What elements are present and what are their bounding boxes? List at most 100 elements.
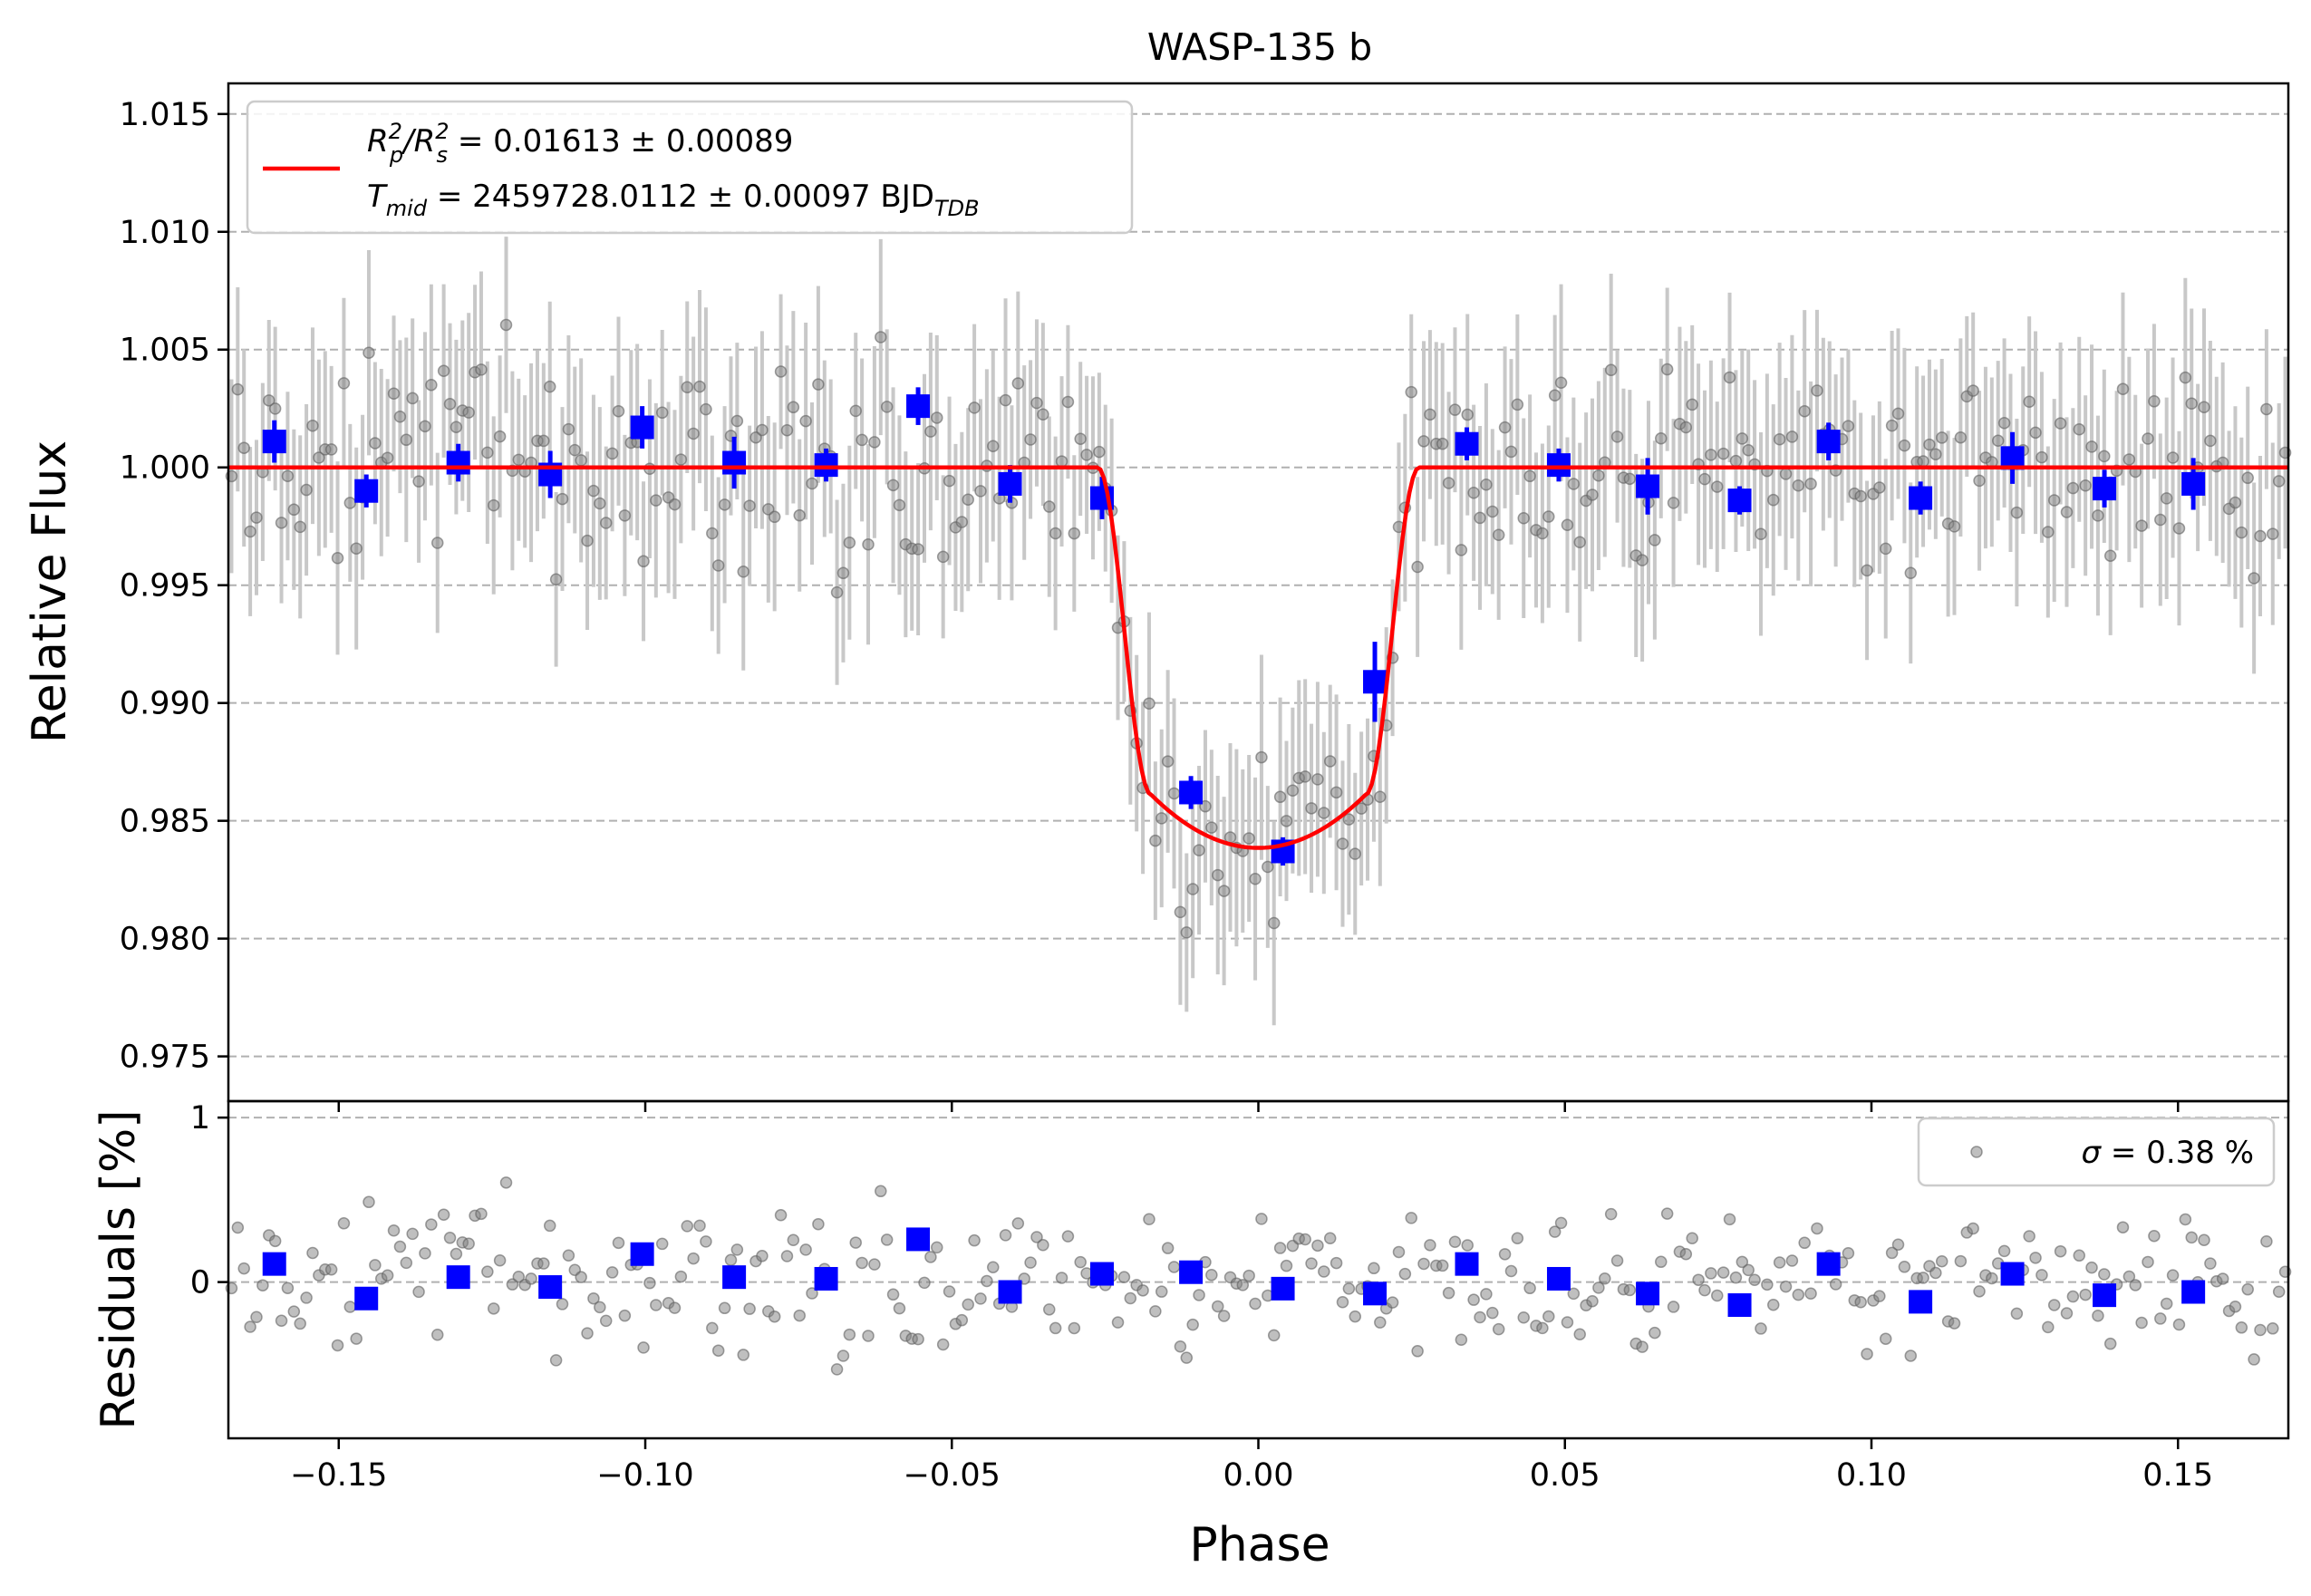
residual-point xyxy=(1948,1317,1961,1330)
raw-point xyxy=(999,393,1012,407)
residual-point xyxy=(1436,1259,1449,1272)
residual-point xyxy=(856,1256,868,1270)
binned-residual-point xyxy=(2093,1283,2117,1308)
raw-point xyxy=(2103,549,2117,562)
raw-point xyxy=(674,453,688,466)
raw-point xyxy=(1411,560,1424,574)
residual-point xyxy=(2142,1255,2154,1269)
residual-point xyxy=(599,1314,613,1328)
residual-point xyxy=(987,1261,1000,1273)
raw-point xyxy=(1923,438,1936,451)
raw-point xyxy=(1842,420,1855,432)
residual-point xyxy=(1698,1283,1711,1297)
residual-point xyxy=(618,1309,632,1322)
raw-point xyxy=(1511,398,1524,411)
residual-point xyxy=(1030,1231,1043,1243)
raw-point xyxy=(618,509,632,522)
residual-point xyxy=(556,1298,569,1311)
raw-point xyxy=(1729,454,1743,468)
residual-point xyxy=(1273,1242,1287,1254)
residual-point xyxy=(1660,1207,1674,1220)
residual-point xyxy=(1811,1222,1823,1235)
residual-point xyxy=(587,1291,600,1305)
residual-point xyxy=(843,1328,856,1341)
raw-point xyxy=(2204,434,2217,448)
raw-point xyxy=(1480,478,1493,491)
top-plot-frame xyxy=(227,82,2290,1103)
binned-residual-point xyxy=(1546,1266,1571,1291)
residual-point xyxy=(1474,1311,1486,1324)
residual-point xyxy=(1467,1293,1480,1306)
residual-point xyxy=(2267,1322,2279,1335)
residual-point xyxy=(1417,1257,1430,1271)
raw-point xyxy=(1879,542,1892,556)
residual-point xyxy=(1174,1340,1187,1353)
raw-point xyxy=(1873,481,1886,494)
residual-point xyxy=(1217,1310,1231,1322)
raw-point xyxy=(1043,500,1056,513)
raw-point xyxy=(1667,497,1680,509)
binned-residual-point xyxy=(1909,1290,1933,1314)
binned-point xyxy=(1816,430,1841,454)
residual-point xyxy=(700,1235,712,1248)
y-axis-label-residuals: Residuals [%] xyxy=(92,1109,146,1429)
raw-point xyxy=(2085,440,2098,453)
raw-point xyxy=(2235,526,2248,539)
raw-point xyxy=(1299,770,1311,783)
raw-point xyxy=(1948,520,1961,533)
residual-point xyxy=(1692,1273,1705,1286)
raw-point xyxy=(2054,417,2067,430)
raw-point xyxy=(512,453,526,467)
raw-point xyxy=(1891,407,1905,421)
residual-point xyxy=(1049,1321,1062,1335)
raw-point xyxy=(549,573,563,586)
raw-point xyxy=(1037,408,1049,421)
raw-point xyxy=(2272,475,2286,488)
raw-point xyxy=(1355,802,1368,815)
residual-point xyxy=(1461,1239,1474,1252)
residual-point xyxy=(1155,1285,1168,1298)
raw-point xyxy=(250,511,263,524)
binned-residual-point xyxy=(998,1280,1022,1304)
raw-point xyxy=(2241,471,2254,485)
residual-point xyxy=(437,1208,450,1222)
residual-point xyxy=(2073,1249,2086,1262)
raw-point xyxy=(562,422,575,436)
transit-model-curve xyxy=(228,465,2288,850)
raw-point xyxy=(425,378,438,392)
residual-point xyxy=(1149,1305,1162,1318)
raw-point xyxy=(1186,883,1199,895)
residual-point xyxy=(711,1344,725,1357)
raw-point xyxy=(974,485,987,498)
residual-point xyxy=(2079,1288,2092,1301)
raw-point xyxy=(331,552,344,565)
residual-point xyxy=(412,1285,425,1299)
residual-point xyxy=(862,1330,875,1342)
binned-point xyxy=(354,479,379,503)
residual-point xyxy=(244,1320,256,1333)
residual-point xyxy=(1536,1321,1549,1335)
residual-point xyxy=(300,1291,313,1304)
residual-point xyxy=(737,1349,749,1361)
residual-point xyxy=(2166,1269,2180,1282)
residual-point xyxy=(650,1299,662,1311)
residual-point xyxy=(1898,1261,1911,1273)
raw-point xyxy=(1055,455,1068,468)
residual-point xyxy=(812,1217,825,1231)
residual-point xyxy=(1455,1333,1468,1346)
residual-point xyxy=(562,1249,575,1262)
residual-point xyxy=(2029,1252,2042,1264)
raw-point xyxy=(1716,447,1730,460)
residual-point xyxy=(1111,1316,1125,1329)
residual-point xyxy=(1180,1351,1194,1364)
raw-point xyxy=(1811,384,1823,397)
raw-point xyxy=(1267,916,1281,930)
residual-point xyxy=(1679,1247,1693,1261)
residual-point xyxy=(637,1341,650,1354)
residual-point xyxy=(1374,1316,1387,1329)
residual-point xyxy=(1798,1236,1811,1250)
raw-point xyxy=(2029,426,2042,440)
binned-residual-point xyxy=(354,1286,379,1311)
raw-point xyxy=(1567,478,1581,490)
raw-point xyxy=(587,484,600,498)
